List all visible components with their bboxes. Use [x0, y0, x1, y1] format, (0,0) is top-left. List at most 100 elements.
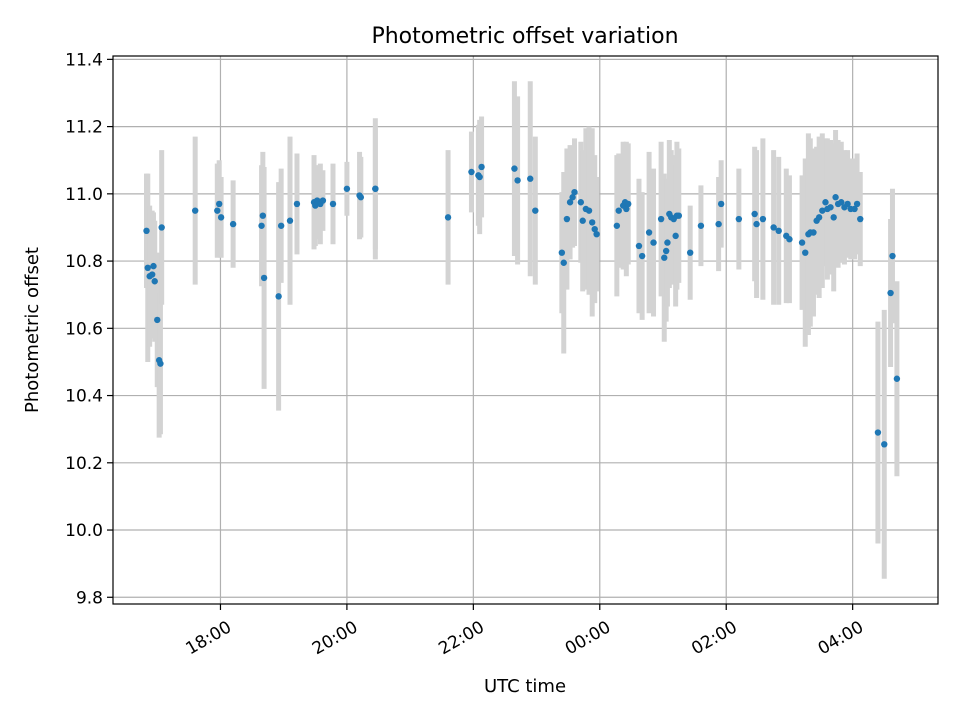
y-tick-label: 11.0	[65, 185, 103, 205]
data-point	[593, 230, 600, 238]
data-point	[569, 194, 576, 201]
data-point	[191, 207, 199, 214]
y-tick-label: 10.0	[65, 521, 103, 541]
data-point	[822, 199, 829, 206]
y-ticks: 9.8 10.0 10.2 10.4 10.6 10.8 11.0 11.2 11.4	[65, 50, 113, 608]
data-point	[802, 249, 809, 256]
data-point	[579, 217, 586, 224]
data-point	[357, 194, 365, 201]
data-point	[753, 220, 760, 228]
data-point	[770, 224, 777, 231]
data-point	[615, 207, 622, 214]
data-point	[229, 220, 237, 228]
data-point	[143, 227, 150, 235]
data-point	[889, 252, 896, 260]
data-point	[887, 289, 894, 297]
data-point	[444, 214, 452, 221]
data-point	[286, 217, 294, 224]
x-tick-label: 00:00	[562, 617, 614, 659]
data-point	[851, 205, 858, 213]
y-tick-label: 11.4	[65, 50, 103, 70]
data-point	[372, 185, 379, 192]
data-point	[672, 232, 679, 240]
data-point	[662, 247, 670, 255]
data-point	[874, 429, 882, 436]
data-point	[664, 239, 671, 246]
plot-frame	[112, 55, 939, 605]
data-point	[844, 200, 851, 208]
data-point	[832, 194, 839, 201]
data-point	[715, 220, 722, 228]
error-bars	[144, 81, 900, 579]
data-point	[853, 200, 861, 208]
data-point	[585, 207, 593, 214]
data-point	[217, 214, 225, 221]
data-point	[259, 212, 267, 219]
data-point	[566, 199, 574, 206]
data-point	[293, 200, 301, 208]
data-point	[514, 177, 521, 184]
y-tick-label: 10.4	[65, 387, 103, 407]
data-point	[478, 163, 485, 171]
data-point	[329, 200, 337, 208]
data-point	[468, 168, 475, 176]
data-point	[881, 441, 888, 448]
data-point	[343, 185, 351, 192]
data-point	[154, 316, 161, 324]
data-point	[857, 215, 864, 223]
data-point	[623, 205, 630, 213]
data-point	[560, 259, 567, 266]
x-tick-label: 18:00	[183, 617, 235, 659]
data-point	[635, 242, 643, 250]
data-point	[577, 199, 585, 206]
data-point	[638, 252, 646, 260]
data-point	[277, 222, 285, 229]
data-point	[697, 222, 705, 229]
y-tick-label: 9.8	[76, 588, 103, 608]
data-point	[759, 215, 767, 223]
data-point	[319, 197, 327, 204]
data-point	[735, 215, 743, 223]
data-point	[144, 264, 151, 272]
data-point	[893, 375, 901, 382]
data-point	[258, 222, 265, 229]
data-point	[625, 200, 632, 208]
y-tick-label: 10.6	[65, 319, 103, 339]
data-point	[751, 210, 758, 218]
data-point	[216, 200, 223, 208]
data-point	[613, 222, 621, 229]
data-point	[645, 229, 653, 236]
x-tick-label: 22:00	[435, 617, 487, 659]
y-axis-label: Photometric offset	[22, 247, 43, 413]
data-point	[532, 207, 539, 214]
data-point	[558, 249, 566, 256]
x-ticks: 18:00 20:00 22:00 00:00 02:00 04:00	[183, 604, 867, 659]
data-point	[150, 262, 157, 270]
grid-lines	[113, 56, 938, 604]
chart-title: Photometric offset variation	[371, 24, 678, 49]
data-point	[591, 225, 598, 233]
data-point	[214, 207, 221, 214]
data-point	[810, 229, 817, 236]
data-point	[511, 165, 518, 172]
data-point	[275, 293, 282, 300]
data-point	[775, 227, 782, 235]
data-point	[657, 215, 665, 223]
data-point	[786, 236, 793, 243]
x-axis-label: UTC time	[484, 676, 566, 697]
data-point	[686, 249, 694, 256]
y-tick-label: 11.2	[65, 118, 103, 138]
data-point	[157, 360, 164, 367]
data-point	[527, 175, 534, 182]
data-point	[476, 173, 483, 181]
data-point	[650, 239, 657, 246]
data-point	[819, 207, 826, 214]
data-point	[830, 214, 837, 221]
x-tick-label: 02:00	[688, 617, 740, 659]
data-point	[260, 274, 268, 282]
data-point	[563, 215, 571, 223]
x-tick-label: 04:00	[815, 617, 867, 659]
data-point	[815, 214, 823, 221]
data-point	[148, 271, 156, 278]
